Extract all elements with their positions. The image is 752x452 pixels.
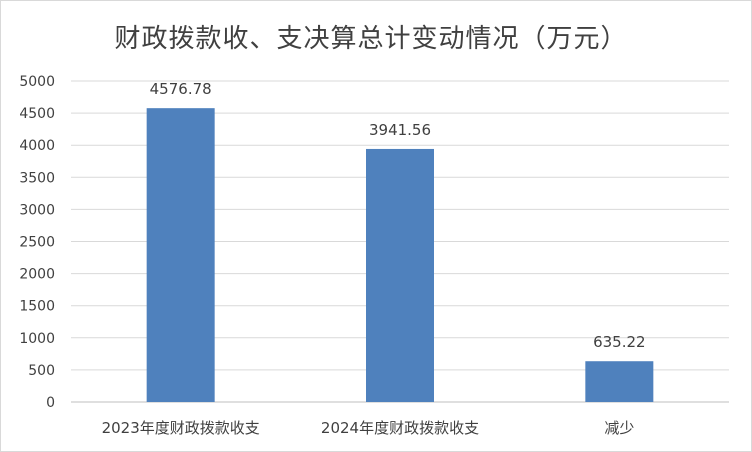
- data-label: 635.22: [593, 333, 646, 351]
- bar: [585, 361, 654, 402]
- bar: [366, 148, 434, 402]
- category-label: 2024年度财政拨款收支: [321, 419, 479, 437]
- y-axis-tick-labels: 0 500 1000 1500 2000 2500 3000 3500 4000 4500 5000: [19, 74, 55, 411]
- bars: [146, 108, 654, 403]
- bar: [146, 108, 215, 403]
- data-label: 4576.78: [150, 80, 212, 98]
- y-tick-label: 1000: [19, 331, 55, 347]
- data-labels: 4576.78 3941.56 635.22: [150, 80, 646, 351]
- y-tick-label: 4000: [19, 138, 55, 154]
- data-label: 3941.56: [369, 121, 431, 139]
- y-tick-label: 3000: [19, 202, 55, 218]
- y-tick-label: 0: [46, 395, 55, 411]
- y-tick-label: 4500: [19, 106, 55, 122]
- y-tick-label: 500: [28, 363, 55, 379]
- y-tick-label: 2000: [19, 267, 55, 283]
- x-axis-category-labels: 2023年度财政拨款收支 2024年度财政拨款收支 减少: [102, 419, 635, 437]
- y-tick-label: 3500: [19, 170, 55, 186]
- category-label: 减少: [604, 419, 634, 437]
- chart-title: 财政拨款收、支决算总计变动情况（万元）: [114, 24, 627, 54]
- y-tick-label: 5000: [19, 74, 55, 90]
- category-label: 2023年度财政拨款收支: [102, 419, 260, 437]
- y-tick-label: 1500: [19, 299, 55, 315]
- y-tick-label: 2500: [19, 235, 55, 251]
